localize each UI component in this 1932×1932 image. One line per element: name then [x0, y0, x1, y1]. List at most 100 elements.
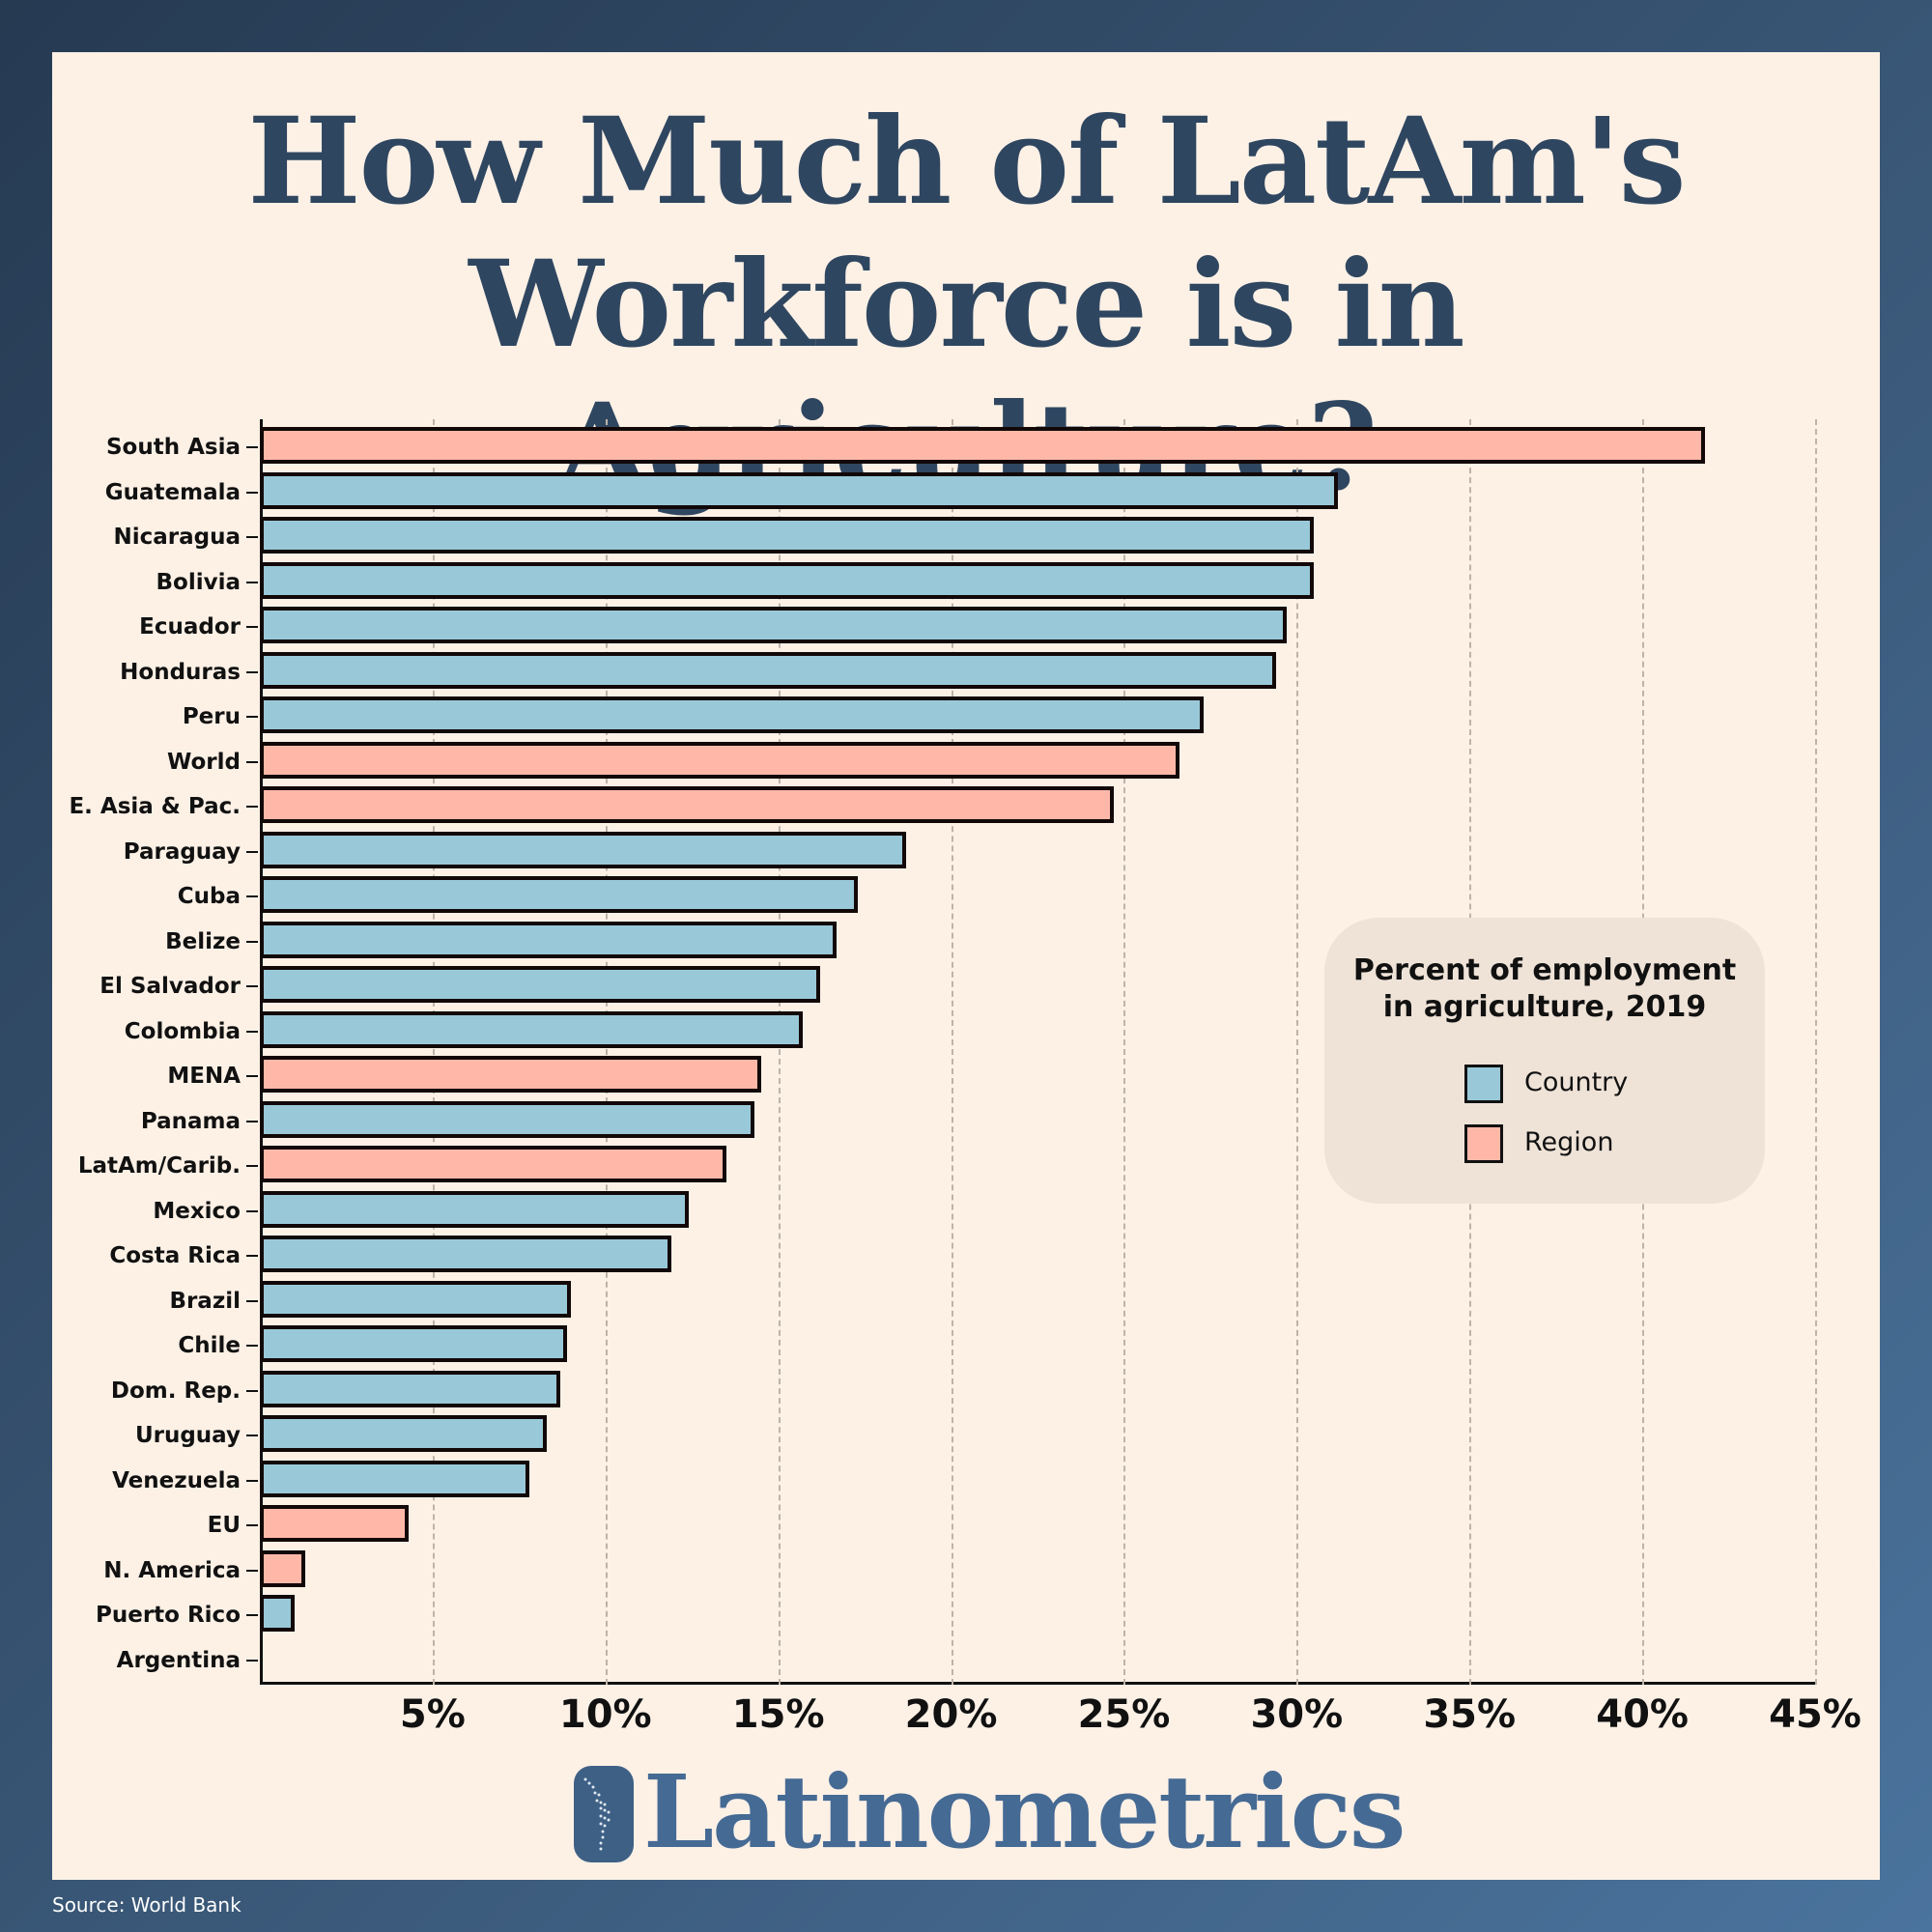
y-tick [246, 670, 258, 673]
y-tick [246, 1255, 258, 1257]
bar-country [260, 831, 907, 868]
bar-region [260, 786, 1114, 823]
bar-region [260, 427, 1705, 464]
category-label: Honduras [120, 659, 241, 685]
bar-region [260, 1056, 761, 1093]
bar-row: LatAm/Carib. [78, 1144, 1815, 1189]
bar-row: Colombia [125, 1009, 1815, 1055]
bar-row: Argentina [117, 1638, 1815, 1684]
bar-row: Uruguay [135, 1413, 1815, 1459]
bar-row: Honduras [120, 650, 1815, 696]
chart-card: How Much of LatAm's Workforce is in Agri… [52, 52, 1880, 1880]
y-tick [246, 895, 258, 897]
bar-row: Puerto Rico [96, 1593, 1815, 1638]
country-swatch [1464, 1065, 1503, 1103]
category-label: Peru [182, 704, 241, 729]
x-tick-label: 20% [904, 1692, 998, 1737]
y-tick [246, 850, 258, 853]
gridline [1815, 419, 1817, 1685]
y-tick [246, 1209, 258, 1212]
bar-row: Dom. Rep. [111, 1369, 1815, 1414]
bar-country [260, 1370, 561, 1407]
legend: Percent of employment in agriculture, 20… [1324, 918, 1765, 1204]
bar-country [260, 1325, 568, 1362]
bar-row: N. America [103, 1548, 1815, 1594]
bar-country [260, 561, 1315, 599]
category-label: Costa Rica [109, 1243, 241, 1268]
x-tick-label: 40% [1596, 1692, 1689, 1737]
category-label: Puerto Rico [95, 1603, 241, 1628]
category-label: Guatemala [104, 479, 241, 505]
category-label: Paraguay [123, 838, 241, 865]
category-label: LatAm/Carib. [77, 1153, 241, 1179]
bar-country [260, 471, 1339, 509]
bar-country [260, 1010, 803, 1048]
legend-label: Region [1524, 1127, 1614, 1157]
y-tick [246, 626, 258, 628]
gridline [432, 419, 435, 1685]
x-tick-label: 5% [399, 1692, 466, 1737]
category-label: E. Asia & Pac. [69, 794, 241, 819]
bar-country [260, 696, 1204, 733]
bar-country [260, 517, 1315, 554]
y-tick [246, 1345, 258, 1347]
category-label: N. America [103, 1557, 241, 1583]
bar-row: Panama [141, 1099, 1815, 1145]
bar-region [260, 741, 1179, 779]
y-tick [246, 1165, 258, 1167]
x-tick-label: 10% [558, 1692, 652, 1737]
y-tick [246, 1299, 258, 1302]
bar-row: Peru [183, 695, 1815, 740]
y-tick [246, 940, 258, 943]
y-tick [246, 1659, 258, 1662]
gridline [1296, 419, 1299, 1685]
y-tick [246, 1120, 258, 1122]
bar-row: Ecuador [139, 605, 1815, 650]
bar-row: Paraguay [124, 830, 1815, 875]
legend-label: Country [1524, 1067, 1629, 1097]
bar-row: Costa Rica [109, 1234, 1815, 1279]
y-tick [246, 1524, 258, 1526]
bar-region [260, 1146, 726, 1182]
bar-country [260, 651, 1276, 689]
bar-row: Brazil [169, 1279, 1815, 1324]
y-tick [246, 985, 258, 987]
category-label: Venezuela [112, 1467, 241, 1493]
y-axis [260, 419, 263, 1685]
category-label: Brazil [169, 1288, 241, 1314]
gridline [605, 419, 608, 1685]
y-tick [246, 581, 258, 583]
bar-row: World [167, 740, 1815, 785]
bar-row: EU [208, 1503, 1815, 1548]
bar-row: Chile [178, 1323, 1815, 1369]
bar-country [260, 876, 858, 913]
y-tick [246, 1479, 258, 1482]
bar-region [260, 1505, 409, 1542]
bar-country [260, 1595, 295, 1632]
y-tick [246, 1075, 258, 1077]
category-label: Panama [140, 1108, 241, 1134]
bar-region [260, 1549, 305, 1587]
y-tick [246, 806, 258, 808]
y-tick [246, 1030, 258, 1033]
y-tick [246, 760, 258, 763]
category-label: World [166, 749, 241, 775]
bar-country [260, 607, 1287, 643]
category-label: Chile [178, 1333, 241, 1358]
bar-row: E. Asia & Pac. [69, 784, 1815, 830]
gridline [778, 419, 781, 1685]
bar-country [260, 1460, 530, 1497]
category-label: El Salvador [99, 974, 241, 999]
y-tick [246, 1569, 258, 1572]
plot-area: 5% 10% 15% 20% 25% 30% 35% 40% 45% South Asia Guat… [69, 419, 1861, 1737]
bar-row: South Asia [106, 425, 1815, 470]
title-line-1: How Much of LatAm's [247, 92, 1686, 232]
logo-text: Latinometrics [643, 1752, 1406, 1871]
category-label: Ecuador [139, 614, 241, 639]
bar-row: Bolivia [156, 560, 1815, 606]
y-tick [246, 536, 258, 538]
y-tick [246, 716, 258, 718]
category-label: Cuba [177, 884, 241, 909]
bar-country [260, 921, 838, 958]
category-label: Belize [165, 928, 241, 954]
